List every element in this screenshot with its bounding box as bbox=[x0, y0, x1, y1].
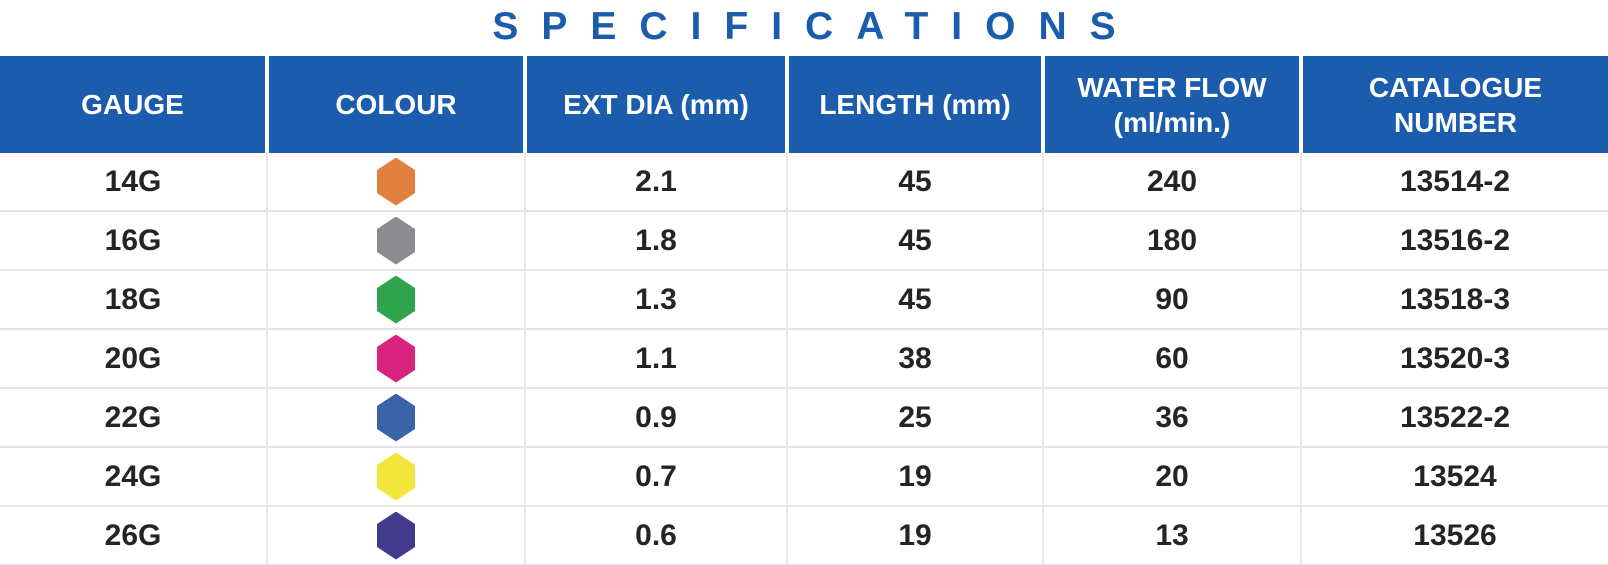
colour-cell bbox=[267, 329, 526, 389]
specifications-table: GAUGE COLOUR EXT DIA (mm) LENGTH (mm) WATER … bbox=[0, 56, 1608, 565]
catalogue-cell: 13522-2 bbox=[1301, 388, 1608, 448]
column-header-catalogue: CATALOGUE NUMBER bbox=[1301, 56, 1608, 153]
gauge-cell: 16G bbox=[0, 211, 268, 271]
length-cell: 25 bbox=[787, 388, 1044, 448]
gauge-cell: 24G bbox=[0, 447, 268, 507]
length-cell: 19 bbox=[787, 447, 1044, 507]
table-row: 22G 0.9 25 36 13522-2 bbox=[0, 388, 1608, 448]
blue-hexagon-swatch bbox=[377, 393, 415, 442]
ext_dia-cell: 1.3 bbox=[525, 270, 788, 330]
length-cell: 19 bbox=[787, 506, 1044, 565]
ext_dia-cell: 0.9 bbox=[525, 388, 788, 448]
catalogue-cell: 13514-2 bbox=[1301, 153, 1608, 212]
yellow-hexagon-swatch bbox=[377, 452, 415, 501]
water_flow-cell: 180 bbox=[1043, 211, 1302, 271]
colour-cell bbox=[267, 153, 526, 212]
table-body: 14G 2.1 45 240 13514-2 16G 1.8 45 180 13516-2 18G 1… bbox=[0, 153, 1608, 565]
column-header-ext_dia: EXT DIA (mm) bbox=[525, 56, 789, 153]
colour-cell bbox=[267, 388, 526, 448]
colour-cell bbox=[267, 447, 526, 507]
ext_dia-cell: 2.1 bbox=[525, 153, 788, 212]
header-row: GAUGE COLOUR EXT DIA (mm) LENGTH (mm) WATER … bbox=[0, 56, 1608, 153]
water_flow-cell: 240 bbox=[1043, 153, 1302, 212]
catalogue-cell: 13524 bbox=[1301, 447, 1608, 507]
catalogue-cell: 13520-3 bbox=[1301, 329, 1608, 389]
column-header-colour: COLOUR bbox=[267, 56, 527, 153]
ext_dia-cell: 1.1 bbox=[525, 329, 788, 389]
table-row: 20G 1.1 38 60 13520-3 bbox=[0, 329, 1608, 389]
catalogue-cell: 13518-3 bbox=[1301, 270, 1608, 330]
length-cell: 38 bbox=[787, 329, 1044, 389]
water_flow-cell: 90 bbox=[1043, 270, 1302, 330]
ext_dia-cell: 0.6 bbox=[525, 506, 788, 565]
catalogue-cell: 13516-2 bbox=[1301, 211, 1608, 271]
column-header-water_flow: WATER FLOW (ml/min.) bbox=[1043, 56, 1303, 153]
colour-cell bbox=[267, 506, 526, 565]
gauge-cell: 18G bbox=[0, 270, 268, 330]
water_flow-cell: 20 bbox=[1043, 447, 1302, 507]
ext_dia-cell: 1.8 bbox=[525, 211, 788, 271]
catalogue-cell: 13526 bbox=[1301, 506, 1608, 565]
green-hexagon-swatch bbox=[377, 275, 415, 324]
length-cell: 45 bbox=[787, 153, 1044, 212]
table-row: 26G 0.6 19 13 13526 bbox=[0, 506, 1608, 565]
gauge-cell: 14G bbox=[0, 153, 268, 212]
gauge-cell: 26G bbox=[0, 506, 268, 565]
length-cell: 45 bbox=[787, 270, 1044, 330]
page-title: SPECIFICATIONS bbox=[492, 5, 1139, 48]
magenta-hexagon-swatch bbox=[377, 334, 415, 383]
grey-hexagon-swatch bbox=[377, 216, 415, 265]
table-row: 14G 2.1 45 240 13514-2 bbox=[0, 153, 1608, 212]
colour-cell bbox=[267, 270, 526, 330]
water_flow-cell: 13 bbox=[1043, 506, 1302, 565]
table-row: 16G 1.8 45 180 13516-2 bbox=[0, 211, 1608, 271]
colour-cell bbox=[267, 211, 526, 271]
gauge-cell: 22G bbox=[0, 388, 268, 448]
water_flow-cell: 36 bbox=[1043, 388, 1302, 448]
table-row: 18G 1.3 45 90 13518-3 bbox=[0, 270, 1608, 330]
length-cell: 45 bbox=[787, 211, 1044, 271]
column-header-length: LENGTH (mm) bbox=[787, 56, 1045, 153]
gauge-cell: 20G bbox=[0, 329, 268, 389]
ext_dia-cell: 0.7 bbox=[525, 447, 788, 507]
purple-hexagon-swatch bbox=[377, 511, 415, 560]
table-header: GAUGE COLOUR EXT DIA (mm) LENGTH (mm) WATER … bbox=[0, 56, 1608, 153]
water_flow-cell: 60 bbox=[1043, 329, 1302, 389]
orange-hexagon-swatch bbox=[377, 157, 415, 206]
table-row: 24G 0.7 19 20 13524 bbox=[0, 447, 1608, 507]
column-header-gauge: GAUGE bbox=[0, 56, 269, 153]
